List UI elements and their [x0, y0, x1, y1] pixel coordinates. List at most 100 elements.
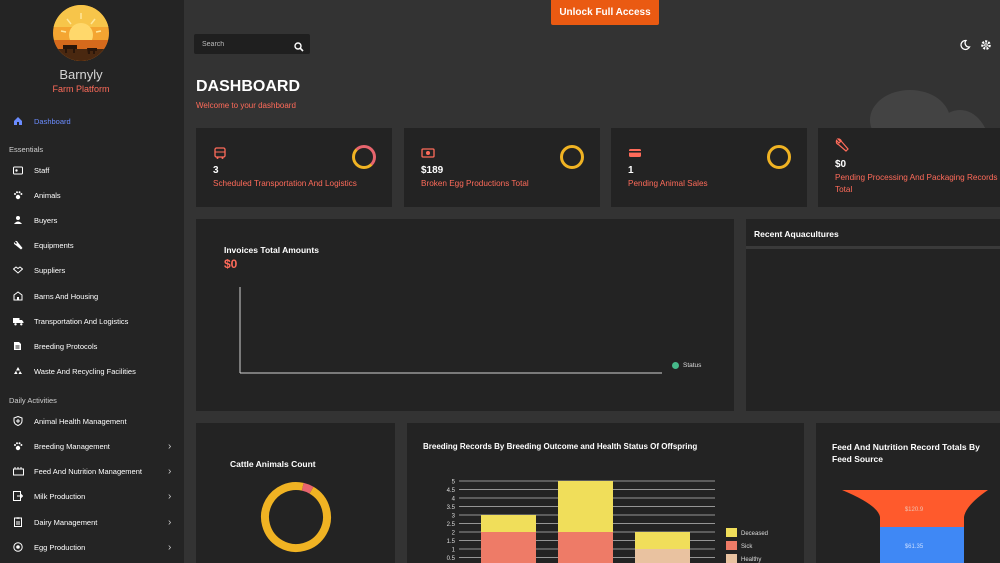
sidebar-item-label: Buyers [34, 215, 58, 225]
app-name: Barnyly [59, 67, 103, 82]
funnel-segment [842, 490, 988, 527]
user-icon [12, 214, 24, 226]
bar-segment [635, 532, 690, 549]
unlock-full-access-button[interactable]: Unlock Full Access [551, 0, 659, 25]
export-icon [12, 490, 24, 502]
sidebar-item-label: Animal Health Management [34, 416, 127, 426]
sidebar-item-dairy-management[interactable]: Dairy Management › [0, 512, 184, 532]
clipboard-icon [12, 516, 24, 528]
card-title: Cattle Animals Count [230, 459, 316, 469]
funnel-segment [880, 527, 964, 563]
sidebar-item-breeding-protocols[interactable]: Breeding Protocols [0, 336, 184, 356]
sidebar-item-milk-production[interactable]: Milk Production › [0, 486, 184, 506]
bus-icon [213, 146, 227, 160]
document-icon [12, 340, 24, 352]
search-icon[interactable] [294, 39, 304, 52]
sidebar-item-staff[interactable]: Staff [0, 160, 184, 180]
chevron-right-icon: › [168, 465, 172, 477]
dark-mode-icon[interactable] [959, 38, 971, 51]
stat-label: Scheduled Transportation And Logistics [213, 179, 357, 188]
search-input[interactable] [202, 40, 286, 48]
stat-card-pending-processing[interactable]: $0 Pending Processing And Packaging Reco… [818, 128, 1000, 207]
y-tick-label: 3 [452, 514, 456, 520]
legend-label: Deceased [741, 531, 768, 537]
section-title-daily-activities: Daily Activities [9, 396, 57, 405]
sidebar-item-label: Milk Production [34, 491, 86, 501]
donut-slice [261, 482, 331, 552]
breeding-bar-chart: 0.5 1 1.5 2 2.5 3 3.5 4 4.5 5 Deceased Sick Healthy [447, 480, 768, 563]
card-title: Feed And Nutrition Record Totals By Feed… [832, 442, 980, 464]
cattle-donut-chart [261, 482, 331, 552]
progress-ring [767, 145, 791, 169]
sidebar-item-label: Feed And Nutrition Management [34, 466, 142, 476]
y-tick-label: 3.5 [447, 505, 456, 511]
sidebar-item-animals[interactable]: Animals [0, 185, 184, 205]
sidebar-item-transportation-and-logistics[interactable]: Transportation And Logistics [0, 311, 184, 331]
feed-icon [12, 465, 24, 477]
y-tick-label: 2 [452, 531, 456, 537]
settings-gear-icon[interactable] [980, 38, 992, 50]
section-title-essentials: Essentials [9, 145, 44, 154]
sidebar-item-label: Egg Production [34, 542, 86, 552]
chart-legend: Status [672, 362, 701, 369]
legend-label: Status [683, 362, 702, 369]
egg-icon [12, 541, 24, 553]
bar-segment [635, 549, 690, 563]
legend-label: Sick [741, 544, 753, 550]
cash-icon [421, 146, 435, 160]
stat-card-pending-animal-sales[interactable]: 1 Pending Animal Sales [611, 128, 807, 207]
sidebar: Barnyly Farm Platform Dashboard Essentia… [0, 0, 184, 563]
feed-funnel-chart: $120.9 $61.35 [842, 490, 988, 563]
chevron-right-icon: › [168, 541, 172, 553]
invoices-line-chart [239, 287, 662, 374]
sidebar-item-label: Equipments [34, 240, 74, 250]
stat-value: $189 [421, 165, 444, 176]
stat-card-transportation[interactable]: 3 Scheduled Transportation And Logistics [196, 128, 392, 207]
stat-value: 3 [213, 165, 219, 176]
sidebar-item-egg-production[interactable]: Egg Production › [0, 537, 184, 557]
y-tick-label: 5 [452, 480, 456, 486]
card-title: Breeding Records By Breeding Outcome and… [423, 442, 698, 451]
sidebar-item-buyers[interactable]: Buyers [0, 210, 184, 230]
progress-ring [560, 145, 584, 169]
bar-segment [558, 481, 613, 532]
donut-slice [261, 482, 331, 552]
funnel-label: $61.35 [905, 544, 924, 550]
legend-swatch [672, 362, 679, 369]
funnel-label: $120.9 [905, 507, 924, 513]
app-subtitle: Farm Platform [52, 84, 110, 94]
paw-icon [12, 189, 24, 201]
home-icon [12, 115, 24, 127]
sidebar-item-suppliers[interactable]: Suppliers [0, 260, 184, 280]
feed-nutrition-card: Feed And Nutrition Record Totals By Feed… [816, 423, 1000, 563]
sidebar-item-label: Barns And Housing [34, 291, 99, 301]
sidebar-item-breeding-management[interactable]: Breeding Management › [0, 436, 184, 456]
page-subtitle: Welcome to your dashboard [196, 101, 296, 110]
search-bar [194, 34, 310, 54]
sidebar-item-label: Breeding Management [34, 441, 110, 451]
page-title: DASHBOARD [196, 78, 300, 95]
sidebar-item-feed-and-nutrition-management[interactable]: Feed And Nutrition Management › [0, 461, 184, 481]
legend-swatch [726, 528, 737, 537]
shield-icon [12, 415, 24, 427]
sidebar-item-equipments[interactable]: Equipments [0, 235, 184, 255]
sidebar-item-waste-and-recycling-facilities[interactable]: Waste And Recycling Facilities [0, 361, 184, 381]
y-tick-label: 4 [452, 497, 456, 503]
sidebar-item-barns-and-housing[interactable]: Barns And Housing [0, 286, 184, 306]
recycle-icon [12, 365, 24, 377]
sidebar-item-label: Suppliers [34, 265, 66, 275]
legend-swatch [726, 541, 737, 550]
sidebar-item-animal-health-management[interactable]: Animal Health Management [0, 411, 184, 431]
legend-swatch [726, 554, 737, 563]
credit-card-icon [628, 146, 642, 160]
card-title: Recent Aquacultures [754, 229, 839, 239]
y-tick-label: 2.5 [447, 522, 456, 528]
sidebar-item-label: Staff [34, 165, 50, 175]
y-tick-label: 4.5 [447, 488, 456, 494]
stat-value: 1 [628, 165, 634, 176]
chevron-right-icon: › [168, 440, 172, 452]
stat-card-broken-eggs[interactable]: $189 Broken Egg Productions Total [404, 128, 600, 207]
sidebar-item-dashboard[interactable]: Dashboard [0, 111, 184, 131]
cattle-count-card: Cattle Animals Count [196, 423, 395, 563]
progress-ring [352, 145, 376, 169]
